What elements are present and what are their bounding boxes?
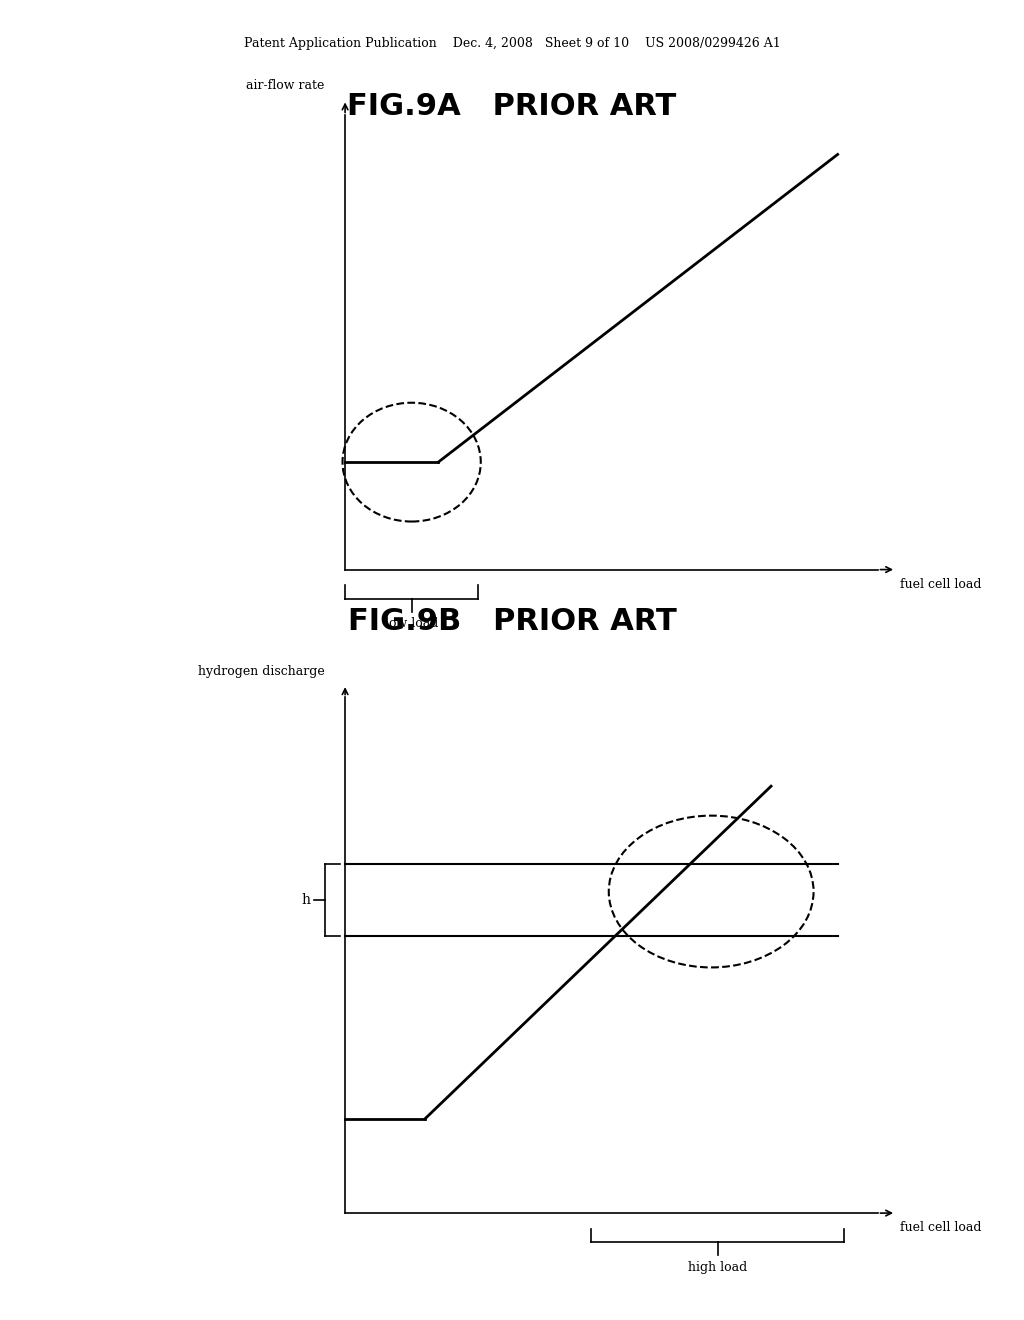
Text: low load: low load — [385, 618, 438, 630]
Text: fuel cell load: fuel cell load — [900, 578, 982, 590]
Text: hydrogen discharge: hydrogen discharge — [198, 665, 325, 677]
Text: FIG.9B   PRIOR ART: FIG.9B PRIOR ART — [347, 607, 677, 636]
Text: air-flow rate: air-flow rate — [246, 79, 325, 91]
Text: fuel cell load: fuel cell load — [900, 1221, 982, 1234]
Text: high load: high load — [688, 1261, 748, 1274]
Text: h: h — [301, 892, 310, 907]
Text: FIG.9A   PRIOR ART: FIG.9A PRIOR ART — [347, 92, 677, 121]
Text: Patent Application Publication    Dec. 4, 2008   Sheet 9 of 10    US 2008/029942: Patent Application Publication Dec. 4, 2… — [244, 37, 780, 50]
